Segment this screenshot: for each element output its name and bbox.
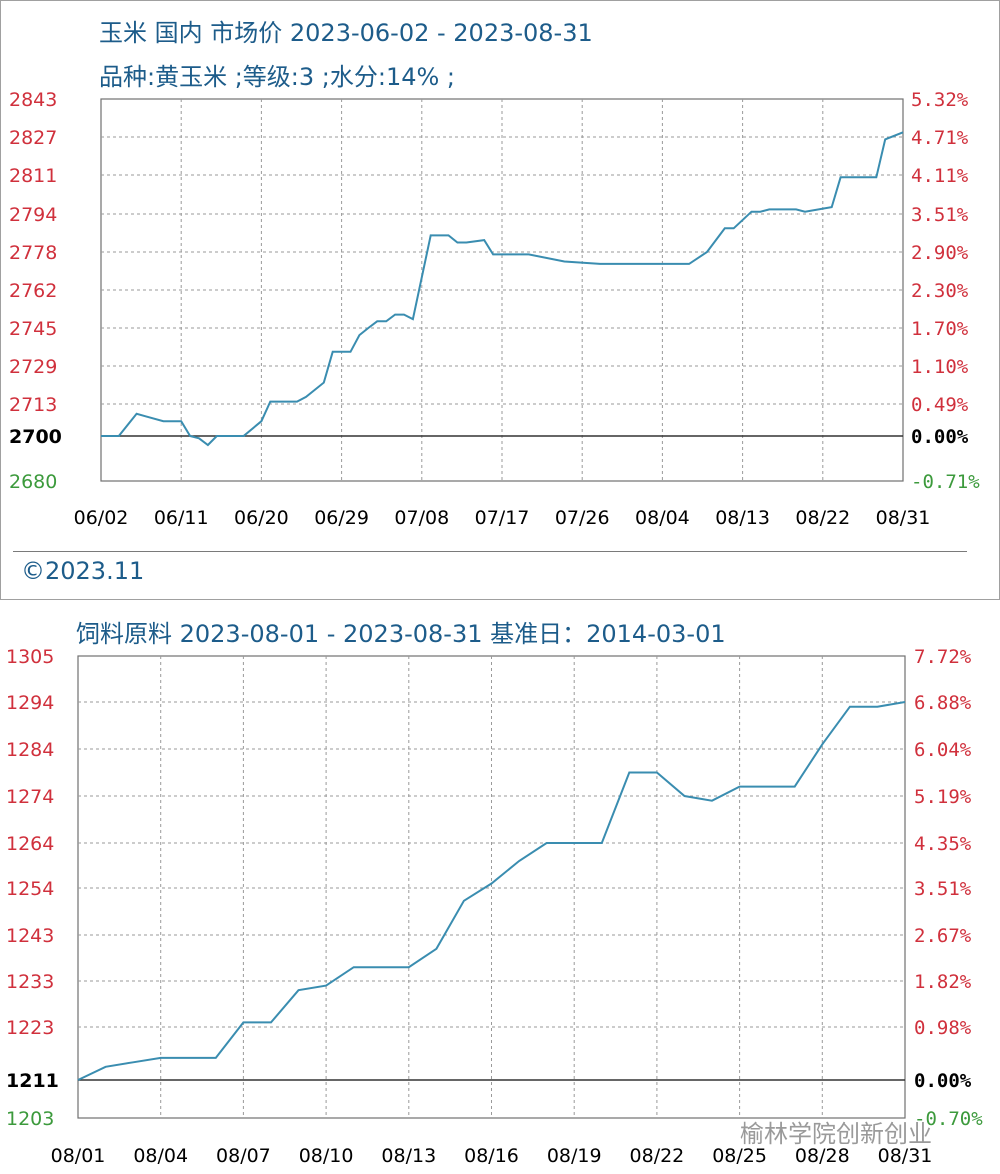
right-tick-label: 6.04%	[914, 739, 972, 761]
right-tick-label: -0.71%	[911, 471, 980, 493]
x-tick-label: 08/04	[635, 507, 690, 529]
copyright-label: ©2023.11	[21, 557, 145, 585]
corn-price-panel: 玉米 国内 市场价 2023-06-02 - 2023-08-31 品种:黄玉米…	[0, 0, 1000, 600]
corn-price-chart: 2843 5.32% 2827 4.71% 2811 4.11% 2794 3.51% 2778…	[9, 89, 980, 529]
x-tick-label: 08/19	[547, 1145, 602, 1167]
right-tick-label: 0.00%	[914, 1070, 972, 1092]
left-tick-label: 1254	[6, 878, 54, 900]
right-tick-label: 2.67%	[914, 925, 972, 947]
left-tick-label: 1305	[6, 646, 54, 668]
left-tick-label: 1203	[6, 1108, 54, 1130]
price-series-line	[101, 131, 904, 447]
x-tick-label: 08/28	[795, 1145, 850, 1167]
right-tick-label: 3.51%	[914, 878, 972, 900]
x-tick-label: 06/29	[314, 507, 369, 529]
right-tick-label: 1.82%	[914, 971, 972, 993]
x-tick-label: 08/04	[133, 1145, 188, 1167]
right-tick-label: 0.00%	[911, 426, 969, 448]
right-tick-label: 0.49%	[911, 394, 969, 416]
right-tick-label: 4.71%	[911, 127, 969, 149]
feed-chart-title: 饲料原料 2023-08-01 - 2023-08-31 基准日：2014-03…	[76, 620, 726, 648]
left-tick-label: 1223	[6, 1017, 54, 1039]
feed-material-chart: 1305 7.72% 1294 6.88% 1284 6.04% 1274 5.19% 1264…	[6, 646, 983, 1167]
left-tick-label: 1264	[6, 833, 54, 855]
x-tick-label: 06/11	[154, 507, 209, 529]
left-tick-label: 2843	[9, 89, 57, 111]
x-tick-label: 08/16	[464, 1145, 519, 1167]
price-series-line	[77, 701, 906, 1081]
left-tick-label: 2811	[9, 165, 57, 187]
x-tick-label: 08/07	[216, 1145, 271, 1167]
left-tick-label: 2794	[9, 204, 57, 226]
right-tick-label: 1.10%	[911, 356, 969, 378]
x-tick-label: 07/17	[475, 507, 530, 529]
left-tick-label: 2680	[9, 471, 57, 493]
left-tick-label: 2729	[9, 356, 57, 378]
right-tick-label: 1.70%	[911, 318, 969, 340]
right-tick-label: 6.88%	[914, 692, 972, 714]
left-tick-label: 1274	[6, 786, 54, 808]
right-tick-label: 3.51%	[911, 204, 969, 226]
x-tick-label: 07/08	[394, 507, 449, 529]
left-tick-label: 2827	[9, 127, 57, 149]
left-tick-label: 1284	[6, 739, 54, 761]
left-tick-label: 2745	[9, 318, 57, 340]
left-tick-label: 2700	[9, 426, 62, 448]
x-tick-label: 08/22	[795, 507, 850, 529]
x-tick-label: 08/22	[630, 1145, 685, 1167]
x-tick-label: 08/10	[299, 1145, 354, 1167]
x-tick-label: 08/13	[381, 1145, 436, 1167]
left-tick-label: 2778	[9, 242, 57, 264]
corn-chart-title: 玉米 国内 市场价 2023-06-02 - 2023-08-31	[99, 19, 593, 47]
corn-chart-subtitle: 品种:黄玉米 ;等级:3 ;水分:14% ;	[99, 63, 456, 91]
x-tick-label: 08/13	[715, 507, 770, 529]
right-tick-label: 5.19%	[914, 786, 972, 808]
x-tick-label: 06/20	[234, 507, 289, 529]
left-tick-label: 1233	[6, 971, 54, 993]
left-tick-label: 1211	[6, 1070, 59, 1092]
right-tick-label: 7.72%	[914, 646, 972, 668]
x-tick-label: 07/26	[555, 507, 610, 529]
left-tick-label: 2762	[9, 280, 57, 302]
x-tick-label: 08/31	[876, 507, 931, 529]
right-tick-label: 4.11%	[911, 165, 969, 187]
wechat-watermark: 榆林学院创新创业	[740, 1120, 932, 1148]
right-tick-label: 2.90%	[911, 242, 969, 264]
left-tick-label: 1243	[6, 925, 54, 947]
x-tick-label: 08/25	[712, 1145, 767, 1167]
x-tick-label: 08/31	[878, 1145, 933, 1167]
right-tick-label: 2.30%	[911, 280, 969, 302]
x-tick-label: 08/01	[51, 1145, 106, 1167]
right-tick-label: -0.70%	[914, 1108, 983, 1130]
x-tick-label: 06/02	[74, 507, 129, 529]
right-tick-label: 0.98%	[914, 1017, 972, 1039]
left-tick-label: 2713	[9, 394, 57, 416]
feed-material-panel: 饲料原料 2023-08-01 - 2023-08-31 基准日：2014-03…	[0, 600, 1000, 1174]
right-tick-label: 4.35%	[914, 833, 972, 855]
footer-divider	[13, 551, 967, 552]
right-tick-label: 5.32%	[911, 89, 969, 111]
left-tick-label: 1294	[6, 692, 54, 714]
